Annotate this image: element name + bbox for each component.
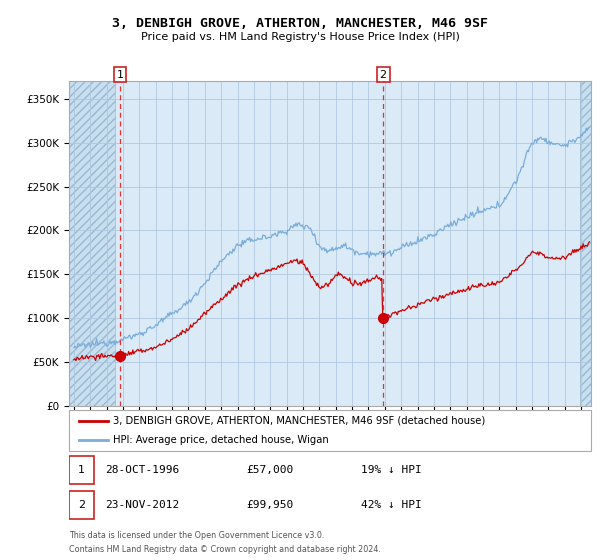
Bar xyxy=(69,81,115,406)
Text: This data is licensed under the Open Government Licence v3.0.: This data is licensed under the Open Gov… xyxy=(69,531,325,540)
Text: £57,000: £57,000 xyxy=(247,465,294,475)
Bar xyxy=(580,81,591,406)
Text: £99,950: £99,950 xyxy=(247,501,294,510)
Bar xyxy=(69,456,94,484)
Text: 23-NOV-2012: 23-NOV-2012 xyxy=(106,501,180,510)
Text: 2: 2 xyxy=(380,69,387,80)
Text: Contains HM Land Registry data © Crown copyright and database right 2024.: Contains HM Land Registry data © Crown c… xyxy=(69,545,381,554)
Text: 28-OCT-1996: 28-OCT-1996 xyxy=(106,465,180,475)
Text: 19% ↓ HPI: 19% ↓ HPI xyxy=(361,465,422,475)
Text: 3, DENBIGH GROVE, ATHERTON, MANCHESTER, M46 9SF: 3, DENBIGH GROVE, ATHERTON, MANCHESTER, … xyxy=(112,17,488,30)
Bar xyxy=(69,81,115,406)
Text: 3, DENBIGH GROVE, ATHERTON, MANCHESTER, M46 9SF (detached house): 3, DENBIGH GROVE, ATHERTON, MANCHESTER, … xyxy=(113,416,485,426)
Text: 1: 1 xyxy=(117,69,124,80)
Bar xyxy=(580,81,591,406)
Text: 2: 2 xyxy=(78,501,85,510)
Text: HPI: Average price, detached house, Wigan: HPI: Average price, detached house, Wiga… xyxy=(113,435,329,445)
Bar xyxy=(69,492,94,520)
Text: 1: 1 xyxy=(78,465,85,475)
Text: Price paid vs. HM Land Registry's House Price Index (HPI): Price paid vs. HM Land Registry's House … xyxy=(140,32,460,43)
Text: 42% ↓ HPI: 42% ↓ HPI xyxy=(361,501,422,510)
